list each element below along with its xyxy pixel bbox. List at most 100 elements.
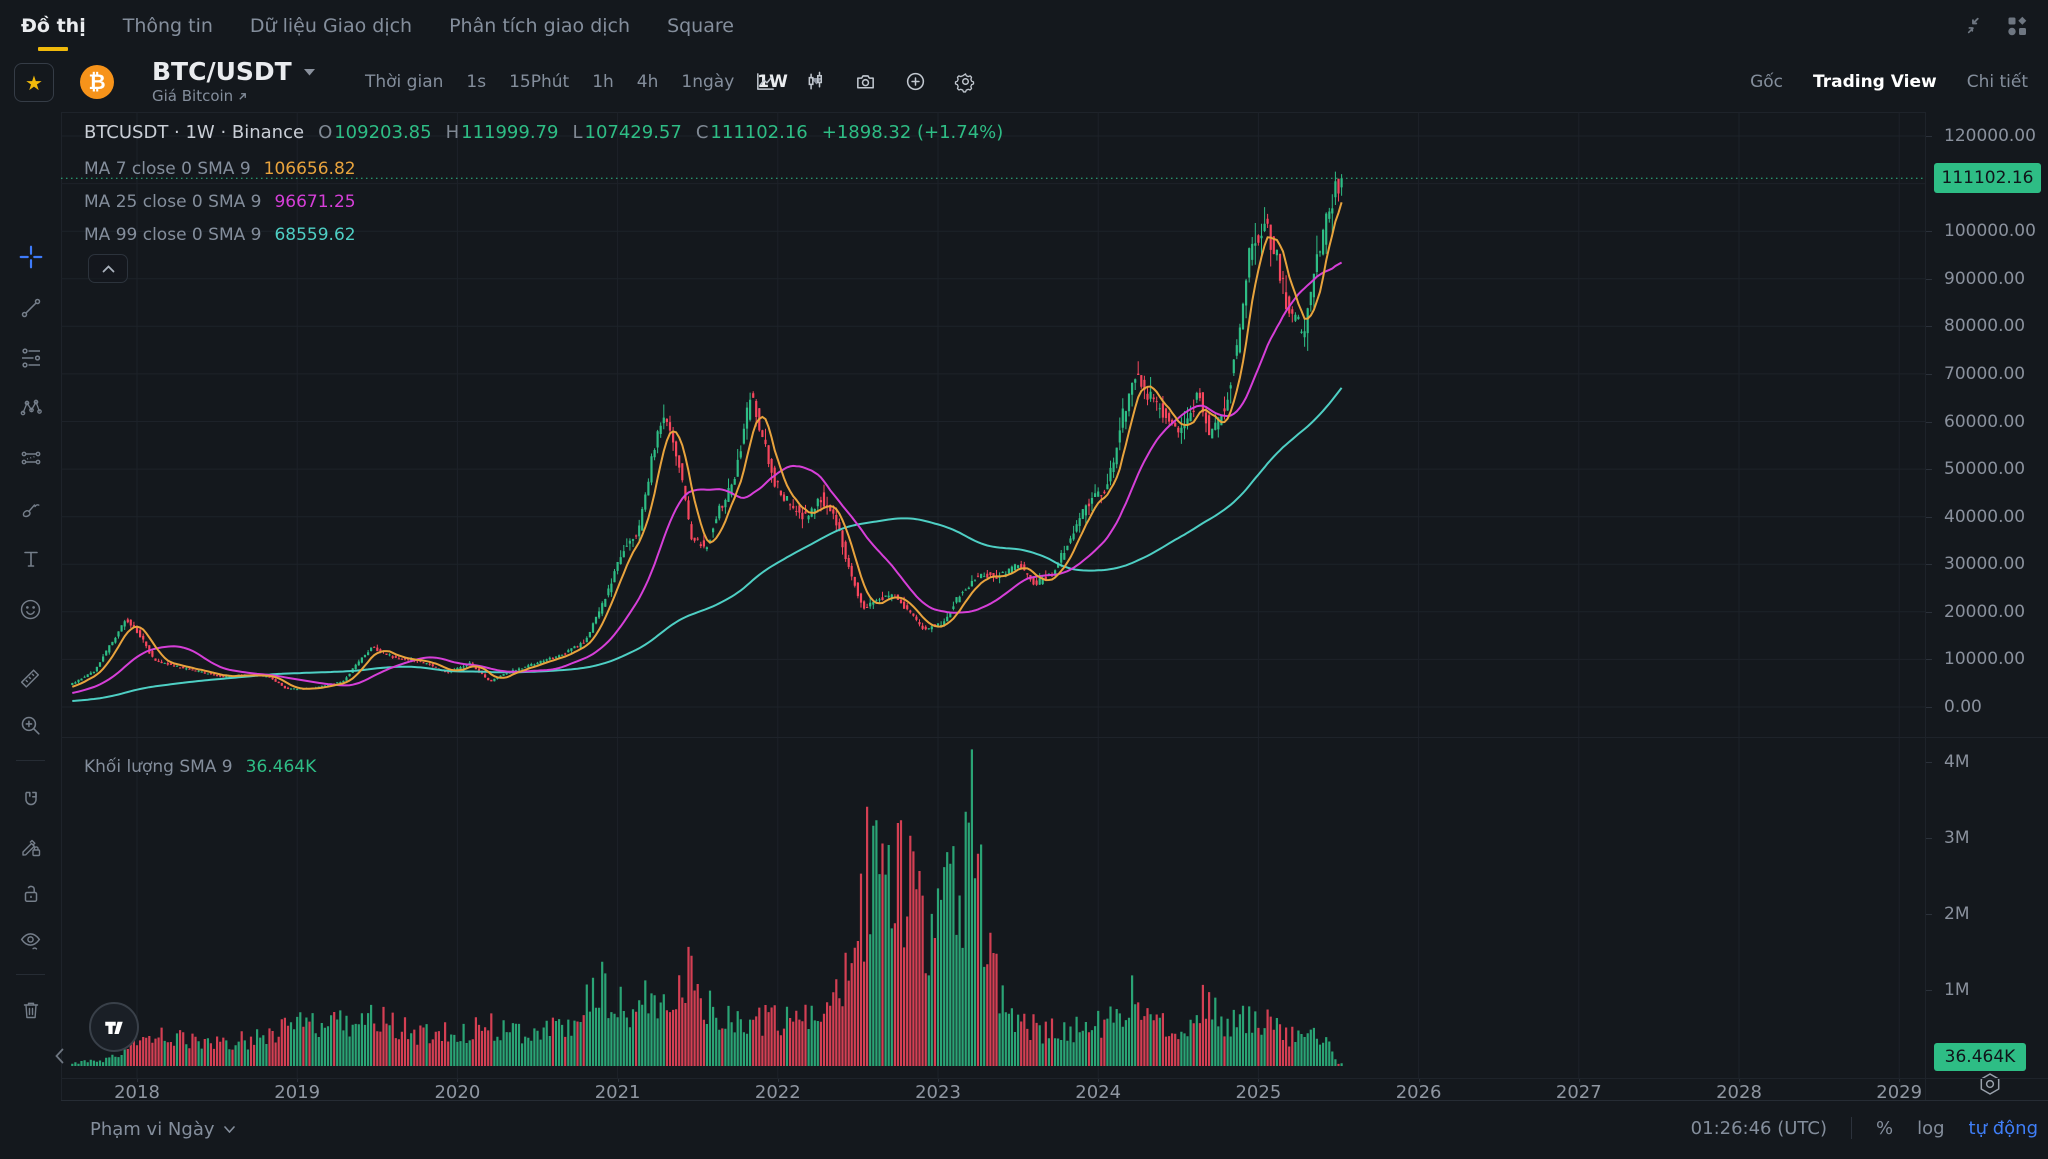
- ohlc-item-O: O 109203.85: [318, 122, 432, 143]
- candle-bodies-up: [71, 178, 1343, 691]
- symbol-name: BTC/USDT: [152, 57, 292, 86]
- year-label: 2022: [754, 1078, 801, 1103]
- year-label: 2026: [1395, 1078, 1442, 1103]
- lock-drawings-tool[interactable]: [14, 877, 48, 911]
- favorite-star-button[interactable]: ★: [14, 63, 54, 102]
- ma-legend-row-2: MA 99 close 0 SMA 9 68559.62: [84, 224, 356, 245]
- camera-icon[interactable]: [852, 69, 878, 95]
- sidebar-divider: [16, 760, 45, 761]
- price-axis-label: 100000.00: [1926, 221, 2036, 242]
- nav-tab-4[interactable]: Square: [667, 14, 734, 37]
- percent-scale-button[interactable]: %: [1875, 1117, 1894, 1139]
- symbol-selector[interactable]: BTC/USDT Giá Bitcoin: [152, 58, 315, 105]
- nav-tab-1[interactable]: Thông tin: [122, 14, 213, 37]
- ruler-measure-tool[interactable]: [14, 660, 48, 694]
- timeframe-1W[interactable]: 1W: [757, 71, 788, 92]
- view-0[interactable]: Gốc: [1750, 71, 1783, 92]
- timeframe-1h[interactable]: 1h: [592, 71, 614, 92]
- year-label: 2023: [915, 1078, 961, 1103]
- price-axis-label: 70000.00: [1925, 363, 2026, 384]
- crosshair-tool[interactable]: [14, 240, 48, 274]
- volume-axis-label: 3M: [1925, 828, 1970, 848]
- external-link-icon: [239, 92, 247, 100]
- chart-legend-title: BTCUSDT · 1W · Binance: [84, 122, 305, 143]
- date-range-selector[interactable]: Phạm vi Ngày: [90, 1119, 235, 1140]
- ohlc-item-H: H 111999.79: [445, 122, 559, 143]
- line-chart-icon[interactable]: [752, 69, 778, 95]
- log-scale-button[interactable]: log: [1917, 1117, 1945, 1139]
- top-nav: Đồ thị Thông tin Dữ liệu Giao dịch Phân tíc…: [0, 0, 2048, 51]
- volume-axis-label: 2M: [1925, 904, 1970, 924]
- auto-scale-button[interactable]: tự động: [1968, 1117, 2038, 1139]
- scroll-left-chevron[interactable]: [55, 1046, 69, 1066]
- year-label: 2019: [274, 1078, 321, 1103]
- view-1[interactable]: Trading View: [1813, 71, 1937, 92]
- candle-bodies-down: [126, 178, 1340, 690]
- axis-settings-hexagon-icon[interactable]: [1977, 1071, 2003, 1097]
- year-label: 2018: [114, 1078, 160, 1103]
- xabcd-pattern-tool[interactable]: [14, 391, 48, 425]
- remove-drawings-tool[interactable]: [14, 993, 48, 1027]
- widgets-grid-icon[interactable]: [2004, 13, 2030, 39]
- volume-bars-up: [71, 749, 1343, 1066]
- current-volume-badge: 36.464K: [1934, 1043, 2026, 1071]
- magnet-tool[interactable]: [14, 783, 48, 817]
- hide-drawings-tool[interactable]: [14, 923, 48, 957]
- price-axis-label: 0.00: [1926, 697, 1982, 717]
- time-axis[interactable]: 2018 2019 2020 2021 2022 2023 2024 2025 2026 2027…: [0, 1078, 2048, 1103]
- stay-drawing-mode-tool[interactable]: [14, 830, 48, 864]
- utc-clock: 01:26:46 (UTC): [1690, 1117, 1827, 1139]
- timeframe-group: Thời gian 1s 15Phút 1h 4h 1ngày 1W: [365, 51, 822, 112]
- timeframe-4h[interactable]: 4h: [636, 71, 659, 92]
- fib-retracement-tool[interactable]: [14, 341, 48, 375]
- price-axis[interactable]: 111102.16 36.464K 120000.00 100000.00 9000…: [1925, 112, 2048, 1100]
- trend-line-tool[interactable]: [14, 291, 48, 325]
- text-tool[interactable]: [14, 542, 48, 576]
- year-label: 2029: [1876, 1078, 1923, 1103]
- ohlc-item-L: L 107429.57: [572, 122, 682, 143]
- emoji-tool[interactable]: [14, 592, 48, 626]
- nav-tabs: Đồ thị Thông tin Dữ liệu Giao dịch Phân tíc…: [21, 0, 771, 51]
- year-label: 2028: [1716, 1078, 1762, 1103]
- pane-divider[interactable]: [61, 737, 2048, 738]
- chevron-down-icon: [223, 1126, 235, 1133]
- chevron-up-icon: [102, 264, 114, 272]
- collapse-window-icon[interactable]: [1962, 13, 1988, 39]
- candlestick-chart[interactable]: [61, 112, 1925, 1078]
- collapse-legend-button[interactable]: [88, 254, 128, 283]
- chart-canvas[interactable]: [61, 112, 1925, 1078]
- chevron-down-icon[interactable]: [810, 78, 822, 85]
- settings-gear-icon[interactable]: [952, 69, 978, 95]
- projection-tool[interactable]: [14, 441, 48, 475]
- separator: [1850, 1117, 1852, 1139]
- ma7-line: [71, 202, 1343, 690]
- volume-legend-label: Khối lượng SMA 9: [84, 757, 233, 777]
- chevron-down-icon: [303, 68, 315, 75]
- candle-wicks-down: [127, 178, 1339, 690]
- candlestick-icon[interactable]: [802, 69, 828, 95]
- bottom-bar-right: 01:26:46 (UTC) % log tự động: [1691, 1117, 2038, 1139]
- ma-legend-row-0: MA 7 close 0 SMA 9 106656.82: [84, 158, 356, 179]
- add-indicator-icon[interactable]: [902, 69, 928, 95]
- timeframe-1ngày[interactable]: 1ngày: [681, 71, 735, 92]
- year-label: 2021: [594, 1078, 641, 1103]
- price-axis-label: 40000.00: [1925, 506, 2026, 527]
- brush-tool[interactable]: [14, 492, 48, 526]
- view-2[interactable]: Chi tiết: [1966, 71, 2028, 92]
- ohlc-legend: BTCUSDT · 1W · Binance O 109203.85 H 111999.…: [84, 122, 1003, 143]
- nav-tab-3[interactable]: Phân tích giao dịch: [449, 14, 631, 37]
- symbol-toolbar: ★ ₿ BTC/USDT Giá Bitcoin Thời gian 1s 15P…: [0, 51, 2048, 113]
- nav-tab-0[interactable]: Đồ thị: [21, 0, 86, 51]
- nav-tab-2[interactable]: Dữ liệu Giao dịch: [249, 14, 413, 37]
- zoom-in-tool[interactable]: [14, 708, 48, 742]
- view-switcher: Gốc Trading View Chi tiết: [1750, 51, 2028, 112]
- star-icon: ★: [25, 70, 43, 95]
- volume-legend-value: 36.464K: [245, 757, 317, 777]
- chart-toolbar-icons: [752, 51, 978, 112]
- price-axis-label: 80000.00: [1925, 316, 2026, 337]
- timeframe-1s[interactable]: 1s: [466, 71, 487, 92]
- year-label: 2025: [1235, 1078, 1282, 1103]
- year-label: 2027: [1555, 1078, 1602, 1103]
- timeframe-15Phút[interactable]: 15Phút: [509, 71, 570, 92]
